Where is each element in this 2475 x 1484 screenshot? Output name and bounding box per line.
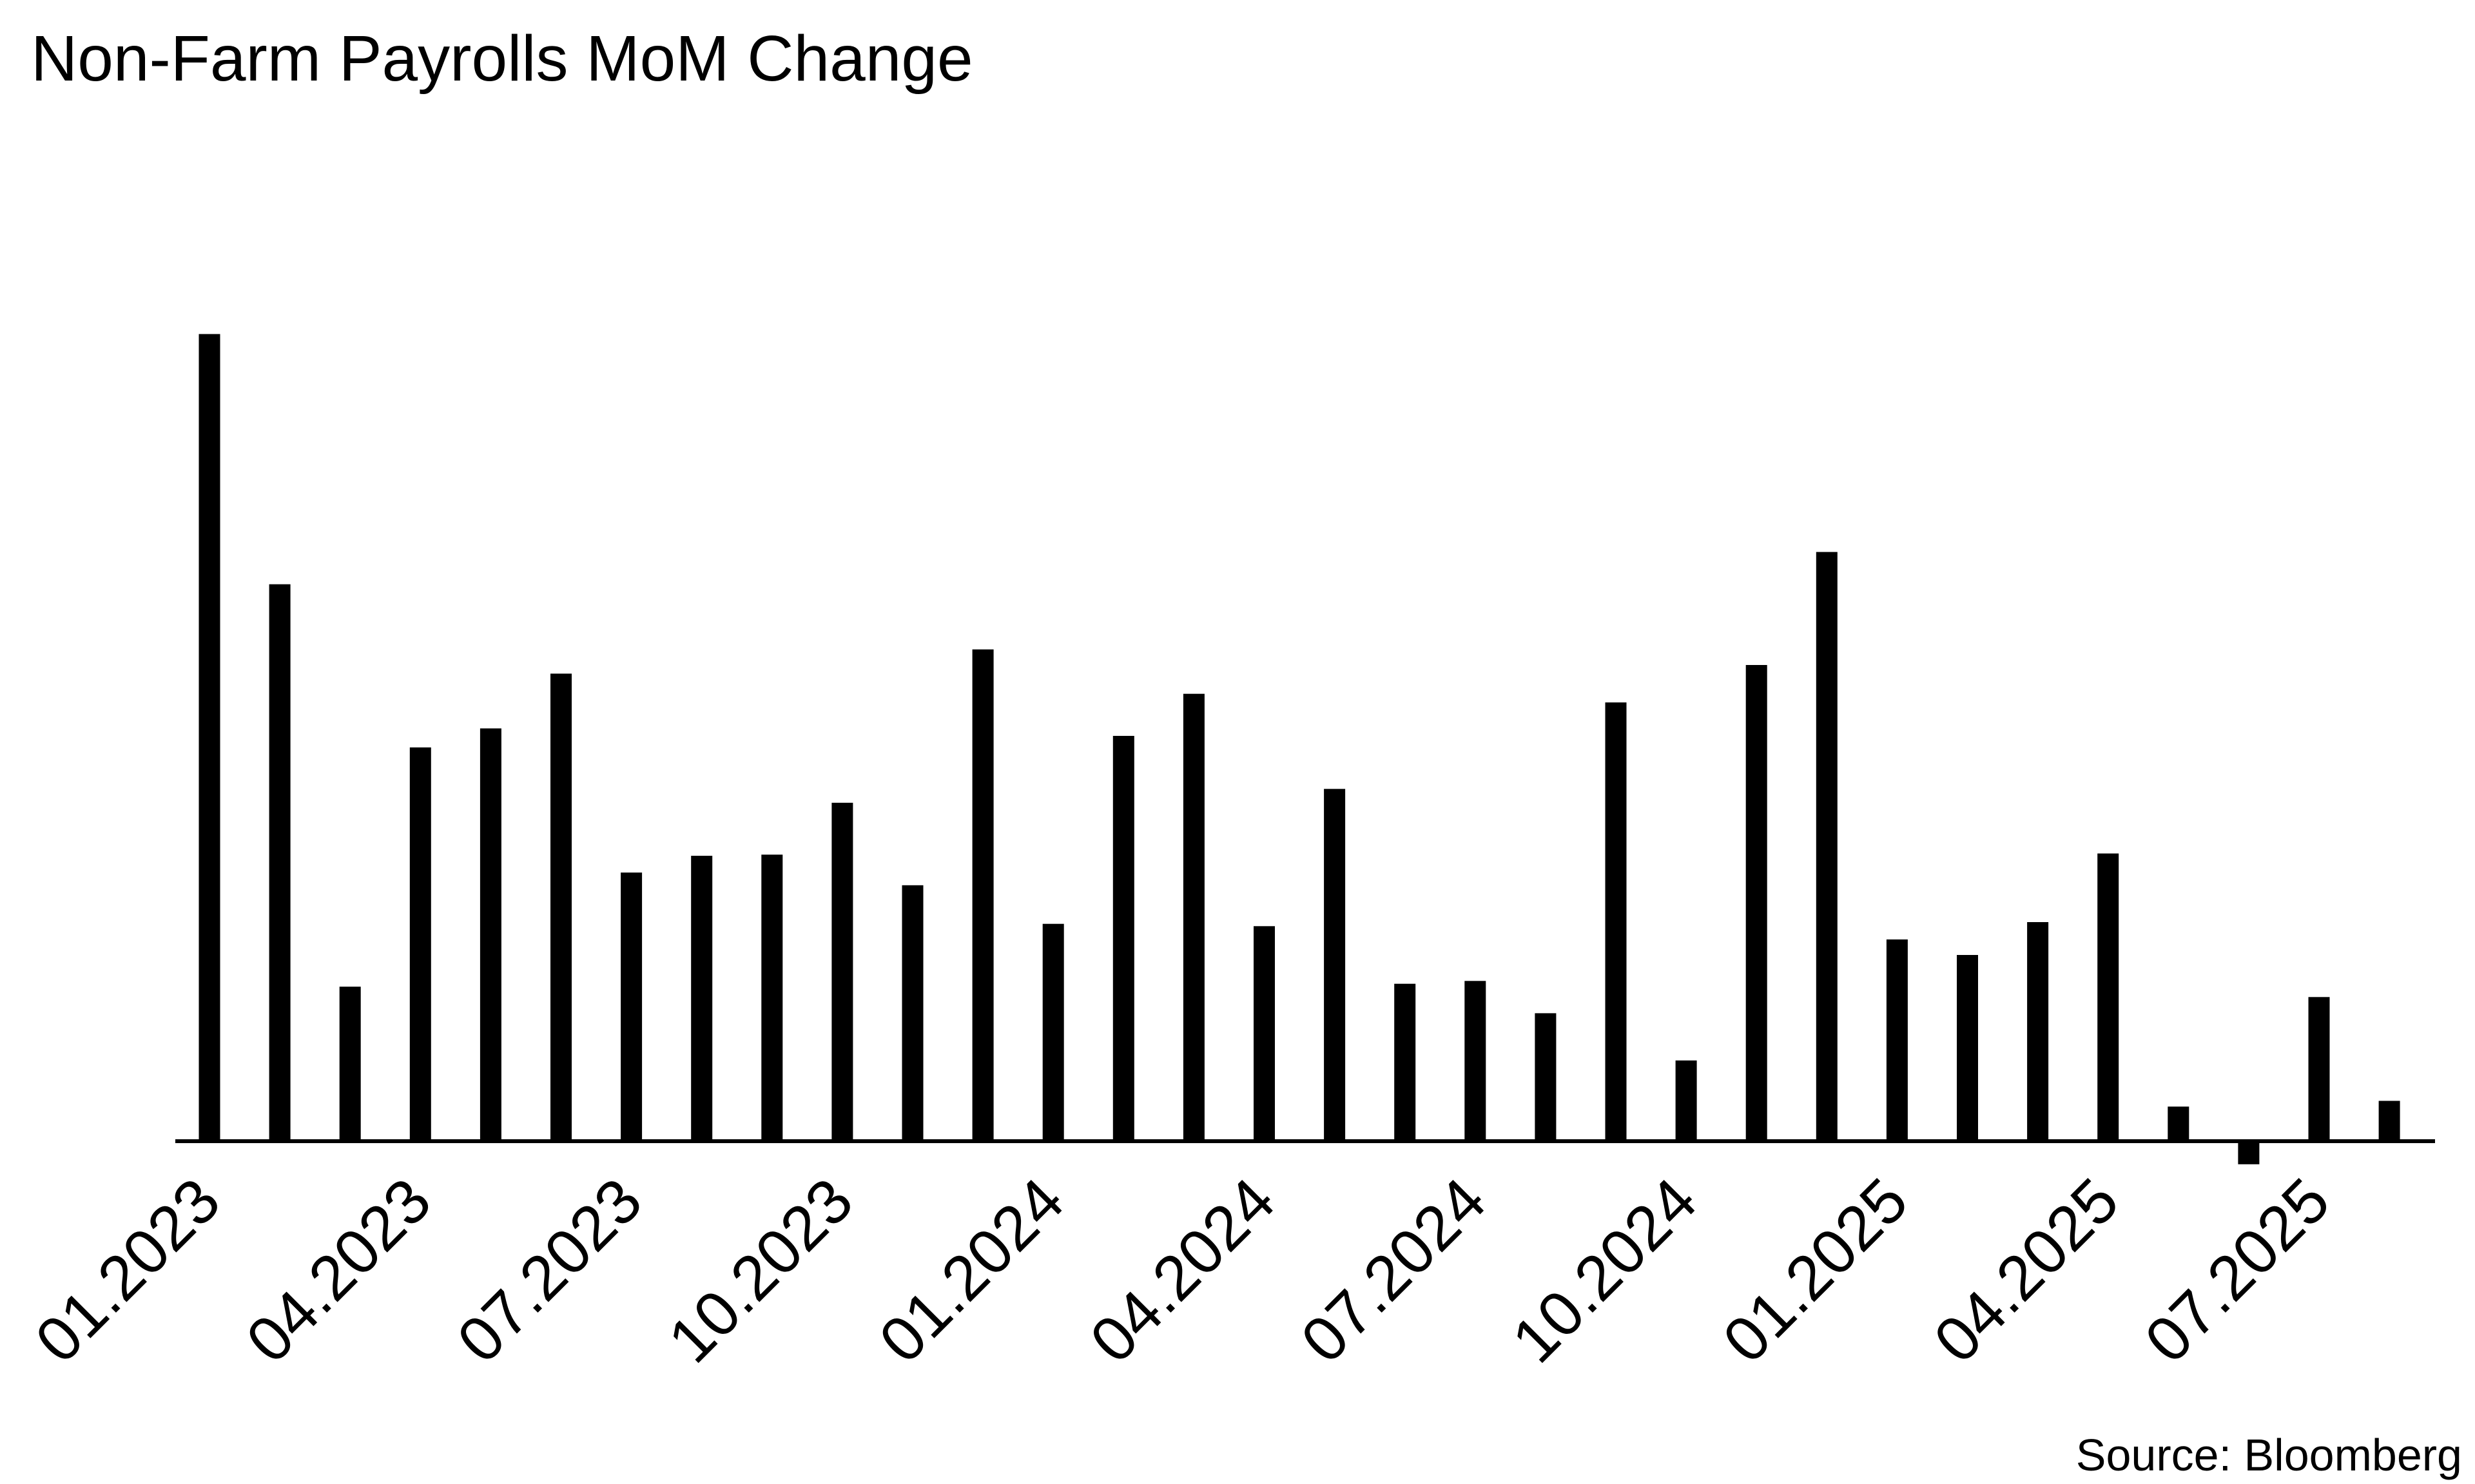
x-tick-label: 04.2023 [233,1164,444,1376]
x-tick-label: 04.2025 [1920,1164,2131,1376]
bar-03.2023 [339,987,361,1141]
bar-09.2024 [1605,702,1627,1141]
x-tick-label: 07.2023 [443,1164,655,1376]
bar-06.2025 [2238,1141,2260,1164]
x-tick-labels: 01.2023 04.2023 07.2023 10.2023 01.2024 04.20… [22,1164,2343,1376]
bar-08.2024 [1535,1013,1557,1141]
bar-11.2024 [1745,665,1767,1141]
bar-10.2023 [831,802,853,1141]
source-note: Source: Bloomberg [2076,1430,2462,1480]
bar-03.2024 [1183,693,1205,1141]
bar-11.2023 [902,885,924,1141]
bar-10.2024 [1675,1060,1697,1141]
bar-04.2023 [409,747,431,1141]
x-tick-label: 07.2024 [1287,1164,1499,1376]
bar-07.2023 [621,872,643,1141]
x-tick-label: 01.2024 [866,1164,1077,1376]
x-tick-label: 01.2023 [22,1164,233,1376]
bar-12.2023 [972,649,994,1141]
bar-01.2025 [1886,939,1908,1141]
chart-title: Non-Farm Payrolls MoM Change [31,23,973,95]
bars-group [199,334,2400,1164]
x-tick-label: 07.2025 [2131,1164,2343,1376]
x-tick-label: 04.2024 [1076,1164,1288,1376]
bar-06.2023 [550,673,572,1141]
bar-01.2023 [199,334,220,1141]
bar-04.2025 [2097,853,2119,1141]
bar-05.2025 [2168,1106,2189,1141]
bar-05.2023 [480,728,501,1141]
bar-08.2025 [2378,1101,2400,1141]
bar-01.2024 [1042,923,1064,1141]
bar-08.2023 [691,856,713,1141]
bar-04.2024 [1254,926,1275,1141]
bar-06.2024 [1394,983,1416,1141]
bar-02.2025 [1957,955,1978,1141]
bar-09.2023 [761,854,783,1141]
x-tick-label: 01.2025 [1709,1164,1921,1376]
bar-05.2024 [1324,789,1346,1141]
bar-02.2023 [269,584,291,1141]
bar-02.2024 [1112,736,1134,1141]
bar-03.2025 [2027,922,2049,1141]
x-tick-label: 10.2024 [1499,1164,1710,1376]
bar-07.2025 [2308,997,2330,1141]
x-tick-label: 10.2023 [654,1164,866,1376]
bar-07.2024 [1464,981,1486,1141]
bar-12.2024 [1816,552,1838,1141]
